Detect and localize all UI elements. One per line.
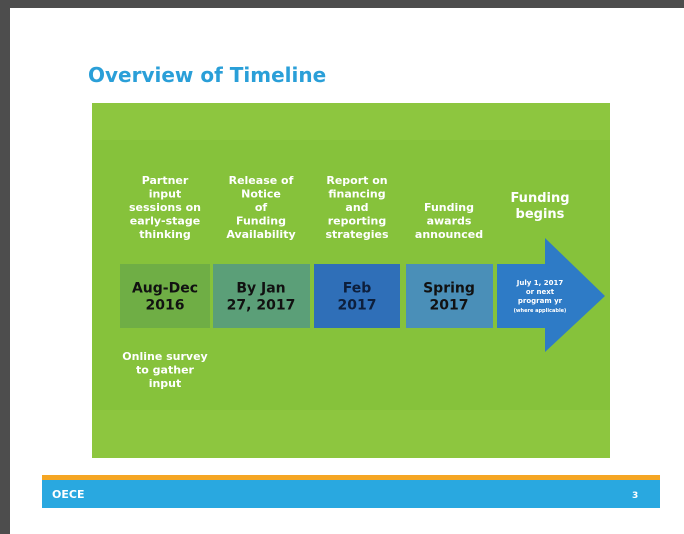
period-label: program yr [518,297,563,305]
period-label: or next [526,288,555,296]
footer-bar [42,480,660,508]
column-header: Funding [510,191,569,206]
period-box [314,264,400,328]
note: Online survey [122,350,207,363]
column-header: Availability [226,228,295,241]
period-box [120,264,210,328]
column-header: and [345,201,368,214]
page-number: 3 [632,491,638,501]
period-label: 27, 2017 [227,297,296,313]
column-header: of [255,201,268,214]
note: input [149,377,182,390]
column-header: strategies [325,228,388,241]
column-header: Funding [424,201,474,214]
footer-org: OECE [52,488,84,501]
period-label: Spring [423,280,475,296]
period-arrow [497,238,605,352]
note: to gather [136,364,194,377]
column-header: input [149,188,182,201]
column-header: early-stage [130,215,200,228]
column-header: Notice [241,188,281,201]
footer-rule [42,475,660,480]
period-label: Feb [343,280,372,296]
column-header: reporting [328,215,386,228]
column-header: Partner [142,174,189,187]
period-label: By Jan [236,280,285,296]
column-header: begins [516,207,565,222]
period-label: July 1, 2017 [516,279,564,287]
period-label: (where applicable) [514,308,567,314]
column-header: Funding [236,215,286,228]
column-header: Release of [229,174,294,187]
column-header: financing [328,188,385,201]
column-header: thinking [139,228,190,241]
period-label: Aug-Dec [132,280,198,296]
column-header: announced [415,228,483,241]
period-label: 2017 [338,297,377,313]
column-header: awards [427,215,472,228]
period-label: 2016 [146,297,185,313]
column-header: Report on [326,174,387,187]
period-box [213,264,310,328]
period-box [406,264,493,328]
slide-title: Overview of Timeline [88,63,326,87]
period-label: 2017 [430,297,469,313]
column-header: sessions on [129,201,201,214]
